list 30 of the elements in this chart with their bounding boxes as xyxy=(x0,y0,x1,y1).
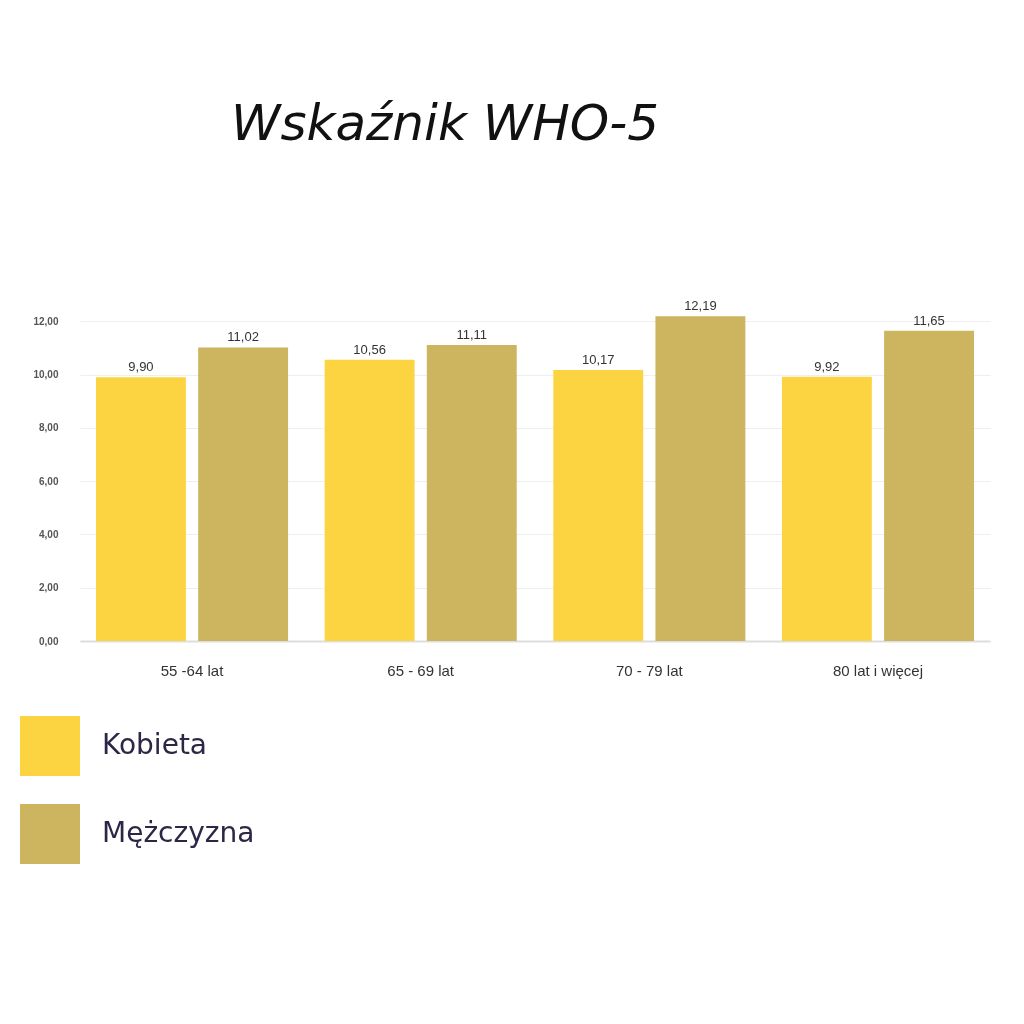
bar xyxy=(655,316,746,641)
bar xyxy=(198,347,289,641)
y-tick-label: 6,00 xyxy=(39,475,59,487)
y-tick-label: 4,00 xyxy=(39,528,59,540)
x-tick-label: 80 lat i więcej xyxy=(832,661,923,679)
data-label: 11,02 xyxy=(227,329,259,345)
y-tick-label: 10,00 xyxy=(33,369,59,381)
y-tick-label: 0,00 xyxy=(39,635,59,647)
data-label: 9,92 xyxy=(814,358,840,374)
x-tick-label: 55 -64 lat xyxy=(160,661,225,679)
y-tick-label: 8,00 xyxy=(39,422,59,434)
bar xyxy=(426,345,517,641)
x-tick-label: 65 - 69 lat xyxy=(387,661,455,679)
bar xyxy=(324,359,415,641)
bar xyxy=(553,370,644,641)
y-tick-label: 2,00 xyxy=(39,582,59,594)
bar xyxy=(96,377,186,641)
chart-title: Wskaźnik WHO-5 xyxy=(230,94,660,153)
data-label: 9,90 xyxy=(128,359,154,375)
data-label: 11,65 xyxy=(913,312,945,328)
data-label: 12,19 xyxy=(684,298,717,314)
bar xyxy=(884,330,974,641)
data-label: 11,11 xyxy=(456,327,488,343)
data-label: 10,56 xyxy=(353,341,386,357)
legend-label: Mężczyzna xyxy=(102,816,255,849)
bar xyxy=(781,376,872,641)
legend-label: Kobieta xyxy=(102,728,208,761)
x-tick-label: 70 - 79 lat xyxy=(615,661,684,679)
data-label: 10,17 xyxy=(581,352,615,368)
y-tick-label: 12,00 xyxy=(33,315,59,327)
